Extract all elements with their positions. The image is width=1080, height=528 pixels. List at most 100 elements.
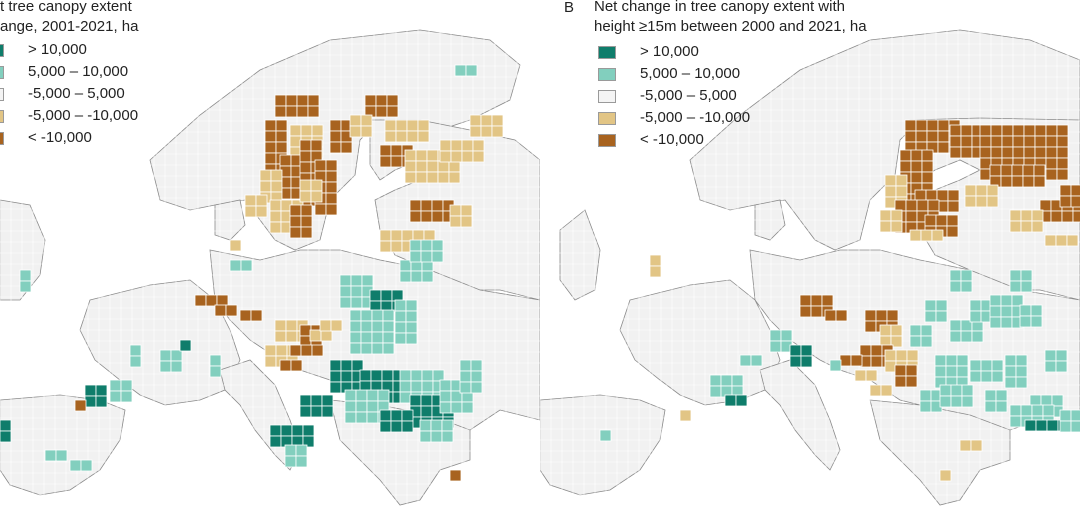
map-cell: [417, 130, 430, 143]
map-cell: [307, 94, 320, 107]
map-cell: [979, 135, 992, 148]
map-cell: [995, 400, 1008, 413]
map-cell: [300, 344, 313, 357]
map-cell: [931, 229, 944, 242]
map-cell: [420, 405, 433, 418]
map-cell: [275, 130, 288, 143]
map-cell: [1059, 184, 1072, 197]
map-cell: [390, 229, 403, 242]
map-cell: [431, 210, 444, 223]
map-cell: [1022, 175, 1035, 188]
map-cell: [800, 355, 813, 368]
map-cell: [991, 359, 1004, 372]
map-cell: [159, 349, 172, 362]
map-cell: [355, 400, 368, 413]
map-cell: [1011, 294, 1024, 307]
map-cell: [949, 124, 962, 137]
map-cell: [1044, 360, 1057, 373]
map-cell: [989, 305, 1002, 318]
map-cell: [989, 316, 1002, 329]
map-cell: [850, 354, 863, 367]
map-cell: [969, 359, 982, 372]
map-cell: [419, 419, 432, 432]
map-cell: [731, 374, 744, 387]
map-cell: [404, 160, 417, 173]
map-cell: [936, 189, 949, 202]
map-cell: [946, 214, 959, 227]
map-cell: [299, 405, 312, 418]
map-cell: [420, 199, 433, 212]
map-cell: [946, 225, 959, 238]
map-cell: [989, 164, 1002, 177]
map-cell: [904, 119, 917, 132]
map-cell: [915, 119, 928, 132]
map-cell: [366, 400, 379, 413]
map-cell: [904, 130, 917, 143]
map-cell: [919, 389, 932, 402]
map-cell: [894, 364, 907, 377]
map-cell: [307, 105, 320, 118]
map-cell: [960, 135, 973, 148]
map-cell: [310, 139, 323, 152]
map-cell: [329, 130, 342, 143]
map-cell: [361, 274, 374, 287]
map-cell: [409, 199, 422, 212]
map-cell: [1034, 146, 1047, 159]
map-cell: [1044, 234, 1057, 247]
map-cell: [349, 320, 362, 333]
map-cell: [854, 369, 867, 382]
map-cell: [1034, 135, 1047, 148]
map-cell: [412, 229, 425, 242]
map-cell: [750, 354, 763, 367]
map-cell: [415, 171, 428, 184]
map-cell: [275, 141, 288, 154]
map-cell: [423, 229, 436, 242]
map-cell: [448, 171, 461, 184]
map-cell: [382, 320, 395, 333]
map-cell: [964, 184, 977, 197]
legend-a-swatch: [0, 88, 4, 101]
map-cell: [329, 359, 342, 372]
map-cell: [460, 215, 473, 228]
map-cell: [875, 309, 888, 322]
map-cell: [350, 285, 363, 298]
map-cell: [1033, 164, 1046, 177]
map-cell: [461, 139, 474, 152]
map-cell: [360, 342, 373, 355]
map-cell: [720, 374, 733, 387]
map-cell: [879, 220, 892, 233]
map-cell: [250, 309, 263, 322]
land-region: [0, 394, 126, 496]
map-cell: [1020, 220, 1033, 233]
map-cell: [1056, 135, 1069, 148]
map-cell: [269, 221, 282, 234]
map-cell: [420, 210, 433, 223]
map-cell: [1046, 419, 1059, 432]
map-cell: [980, 370, 993, 383]
map-cell: [229, 239, 242, 252]
map-cell: [109, 379, 122, 392]
map-cell: [296, 105, 309, 118]
map-cell: [360, 320, 373, 333]
map-cell: [1001, 146, 1014, 159]
map-cell: [969, 310, 982, 323]
map-cell: [285, 94, 298, 107]
map-cell: [295, 455, 308, 468]
map-cell: [924, 310, 937, 323]
map-cell: [956, 365, 969, 378]
map-cell: [419, 430, 432, 443]
legend-title-b-line-1: Net change in tree canopy extent with: [594, 0, 845, 15]
map-cell: [0, 430, 12, 443]
map-cell: [300, 226, 313, 239]
map-cell: [350, 296, 363, 309]
map-cell: [406, 119, 419, 132]
map-cell: [299, 150, 312, 163]
map-cell: [375, 94, 388, 107]
map-cell: [649, 265, 662, 278]
map-cell: [321, 394, 334, 407]
map-cell: [960, 124, 973, 137]
map-cell: [1051, 394, 1064, 407]
map-cell: [1015, 354, 1028, 367]
map-cell: [255, 194, 268, 207]
map-cell: [439, 401, 452, 414]
